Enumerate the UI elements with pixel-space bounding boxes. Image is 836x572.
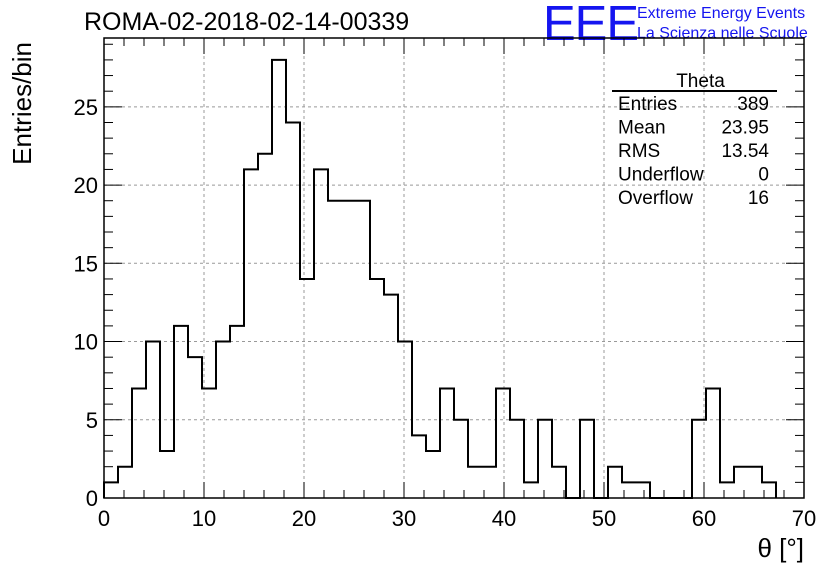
stats-row-value: 389 xyxy=(737,94,769,115)
histogram-bin xyxy=(720,482,734,498)
histogram-bin xyxy=(384,295,398,498)
x-tick-label: 10 xyxy=(192,506,216,531)
stats-row-value: 23.95 xyxy=(721,118,769,139)
histogram-bin xyxy=(706,388,720,498)
y-tick-label: 25 xyxy=(74,95,98,120)
histogram-bin xyxy=(426,451,440,498)
x-tick-label: 20 xyxy=(292,506,316,531)
stats-row-label: Entries xyxy=(618,94,677,115)
histogram-bin xyxy=(580,420,594,498)
histogram-bin xyxy=(118,467,132,498)
histogram-bin xyxy=(230,326,244,498)
histogram-bin xyxy=(132,388,146,498)
x-axis-title: θ [°] xyxy=(757,533,804,563)
y-tick-label: 0 xyxy=(86,486,98,511)
histogram-bin xyxy=(496,388,510,498)
histogram-bin xyxy=(734,467,748,498)
stats-row-label: Overflow xyxy=(618,188,693,209)
y-tick-label: 10 xyxy=(74,330,98,355)
eee-logo: EEE xyxy=(543,0,639,51)
x-tick-label: 60 xyxy=(692,506,716,531)
histogram-bin xyxy=(314,169,328,498)
histogram-bin xyxy=(370,279,384,498)
logo-tagline-1: Extreme Energy Events xyxy=(637,5,806,22)
histogram-bin xyxy=(146,342,160,498)
y-tick-labels: 0 5 10 15 20 25 xyxy=(74,95,98,511)
stats-row-value: 0 xyxy=(758,165,769,186)
plot-frame xyxy=(103,37,805,499)
histogram-bin xyxy=(216,342,230,498)
histogram-bin xyxy=(762,482,776,498)
histogram-bin xyxy=(286,122,300,498)
histogram-bin xyxy=(608,467,622,498)
y-tick-label: 20 xyxy=(74,173,98,198)
histogram-bin xyxy=(300,279,314,498)
x-tick-label: 30 xyxy=(392,506,416,531)
histogram-bin xyxy=(468,467,482,498)
x-tick-label: 0 xyxy=(98,506,110,531)
histogram-bin xyxy=(328,201,342,498)
histogram-bin xyxy=(538,420,552,498)
histogram-bin xyxy=(342,201,356,498)
x-tick-label: 50 xyxy=(592,506,616,531)
histogram-bin xyxy=(622,482,636,498)
histogram-bin xyxy=(552,467,566,498)
minor-ticks xyxy=(103,38,805,499)
histogram-bin xyxy=(188,357,202,498)
histogram-bin xyxy=(202,388,216,498)
y-tick-label: 15 xyxy=(74,251,98,276)
histogram-bin xyxy=(398,342,412,498)
stats-row-label: Underflow xyxy=(618,165,704,186)
histogram-bin xyxy=(482,467,496,498)
histogram-bin xyxy=(272,60,286,498)
histogram-bin xyxy=(510,420,524,498)
histogram-bin xyxy=(244,169,258,498)
y-tick-label: 5 xyxy=(86,408,98,433)
histogram-bin xyxy=(412,435,426,498)
histogram-bin xyxy=(454,420,468,498)
stats-row-value: 16 xyxy=(748,188,769,209)
histogram-bin xyxy=(524,482,538,498)
histogram-bin xyxy=(440,388,454,498)
run-title: ROMA-02-2018-02-14-00339 xyxy=(84,8,410,36)
histogram-bin xyxy=(748,467,762,498)
histogram-bin xyxy=(174,326,188,498)
stats-row-value: 13.54 xyxy=(721,141,769,162)
y-axis-title: Entries/bin xyxy=(7,42,37,165)
x-tick-label: 40 xyxy=(492,506,516,531)
histogram-bin xyxy=(160,451,174,498)
stats-row-label: Mean xyxy=(618,118,666,139)
histogram-bin xyxy=(258,154,272,498)
histogram-bin xyxy=(356,201,370,498)
histogram-bin xyxy=(104,482,118,498)
x-tick-label: 70 xyxy=(792,506,816,531)
stats-row-label: RMS xyxy=(618,141,660,162)
stats-box: Theta Entries 389 Mean 23.95 RMS 13.54 Underfl… xyxy=(612,71,777,209)
histogram-bin xyxy=(636,482,650,498)
x-tick-labels: 0 10 20 30 40 50 60 70 xyxy=(98,506,816,531)
stats-box-title: Theta xyxy=(676,71,725,92)
histogram-bins xyxy=(104,60,776,498)
histogram-bin xyxy=(692,420,706,498)
